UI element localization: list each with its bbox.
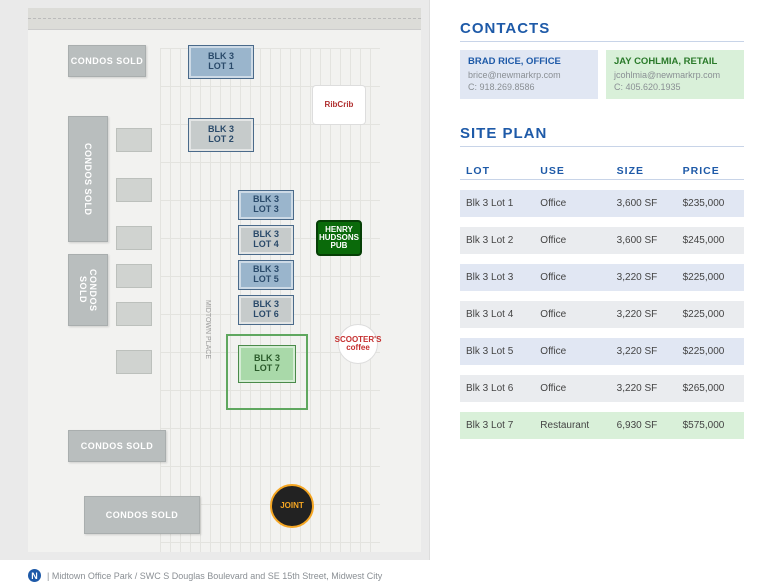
cell-size: 6,930 SF <box>611 412 677 439</box>
cell-size: 3,220 SF <box>611 375 677 402</box>
contacts-header: CONTACTS <box>460 20 744 37</box>
lot-table: LOT USE SIZE PRICE Blk 3 Lot 1Office3,60… <box>460 155 744 449</box>
cell-lot: Blk 3 Lot 4 <box>460 301 534 328</box>
cell-size: 3,220 SF <box>611 264 677 291</box>
th-price: PRICE <box>677 165 744 180</box>
cell-use: Office <box>534 375 610 402</box>
cell-price: $235,000 <box>677 190 744 217</box>
table-row: Blk 3 Lot 7Restaurant6,930 SF$575,000 <box>460 412 744 439</box>
cell-size: 3,600 SF <box>611 190 677 217</box>
cell-lot: Blk 3 Lot 1 <box>460 190 534 217</box>
tenant-scooters: SCOOTER'S coffee <box>338 324 378 364</box>
th-size: SIZE <box>611 165 677 180</box>
cell-price: $225,000 <box>677 264 744 291</box>
cell-size: 3,600 SF <box>611 227 677 254</box>
contact-phone: C: 918.269.8586 <box>468 81 590 93</box>
existing-building <box>116 178 152 202</box>
cell-use: Office <box>534 227 610 254</box>
contact-email: jcohlmia@newmarkrp.com <box>614 69 736 81</box>
table-row: Blk 3 Lot 2Office3,600 SF$245,000 <box>460 227 744 254</box>
tenant-joint: JOINT <box>270 484 314 528</box>
map-lot-lot6: BLK 3LOT 6 <box>238 295 294 325</box>
existing-building <box>116 350 152 374</box>
cell-lot: Blk 3 Lot 6 <box>460 375 534 402</box>
table-row: Blk 3 Lot 5Office3,220 SF$225,000 <box>460 338 744 365</box>
cell-use: Office <box>534 301 610 328</box>
tenant-hudsons: HENRY HUDSONS PUB <box>316 220 362 256</box>
cell-price: $575,000 <box>677 412 744 439</box>
map-lot-lot4: BLK 3LOT 4 <box>238 225 294 255</box>
table-row: Blk 3 Lot 6Office3,220 SF$265,000 <box>460 375 744 402</box>
table-row: Blk 3 Lot 1Office3,600 SF$235,000 <box>460 190 744 217</box>
condo-sold: CONDOS SOLD <box>68 430 166 462</box>
cell-use: Office <box>534 338 610 365</box>
cell-lot: Blk 3 Lot 5 <box>460 338 534 365</box>
road-label-midtown: MIDTOWN PLACE <box>204 300 211 359</box>
existing-building <box>116 226 152 250</box>
siteplan-header: SITE PLAN <box>460 125 744 142</box>
cell-use: Office <box>534 264 610 291</box>
cell-price: $265,000 <box>677 375 744 402</box>
cell-price: $225,000 <box>677 301 744 328</box>
cell-lot: Blk 3 Lot 2 <box>460 227 534 254</box>
th-use: USE <box>534 165 610 180</box>
condo-sold: CONDOS SOLD <box>68 254 108 326</box>
contact-name: BRAD RICE, OFFICE <box>468 56 590 69</box>
contact-email: brice@newmarkrp.com <box>468 69 590 81</box>
existing-building <box>116 302 152 326</box>
map-lot-lot5: BLK 3LOT 5 <box>238 260 294 290</box>
table-row: Blk 3 Lot 3Office3,220 SF$225,000 <box>460 264 744 291</box>
footer: N | Midtown Office Park / SWC S Douglas … <box>28 569 382 582</box>
th-lot: LOT <box>460 165 534 180</box>
cell-lot: Blk 3 Lot 3 <box>460 264 534 291</box>
existing-building <box>116 128 152 152</box>
cell-size: 3,220 SF <box>611 338 677 365</box>
contact-card: BRAD RICE, OFFICEbrice@newmarkrp.comC: 9… <box>460 50 598 99</box>
condo-sold: CONDOS SOLD <box>84 496 200 534</box>
cell-size: 3,220 SF <box>611 301 677 328</box>
table-row: Blk 3 Lot 4Office3,220 SF$225,000 <box>460 301 744 328</box>
contact-phone: C: 405.620.1935 <box>614 81 736 93</box>
map-lot-lot3: BLK 3LOT 3 <box>238 190 294 220</box>
map-lot-lot7: BLK 3LOT 7 <box>238 345 296 383</box>
map-lot-lot1: BLK 3LOT 1 <box>188 45 254 79</box>
existing-building <box>116 264 152 288</box>
condo-sold: CONDOS SOLD <box>68 116 108 242</box>
cell-price: $245,000 <box>677 227 744 254</box>
cell-use: Restaurant <box>534 412 610 439</box>
cell-lot: Blk 3 Lot 7 <box>460 412 534 439</box>
tenant-ribcrib: RibCrib <box>312 85 366 125</box>
contact-card: JAY COHLMIA, RETAILjcohlmia@newmarkrp.co… <box>606 50 744 99</box>
cell-price: $225,000 <box>677 338 744 365</box>
compass-icon: N <box>28 569 41 582</box>
footer-text: | Midtown Office Park / SWC S Douglas Bo… <box>47 571 382 581</box>
map-lot-lot2: BLK 3LOT 2 <box>188 118 254 152</box>
contact-name: JAY COHLMIA, RETAIL <box>614 56 736 69</box>
cell-use: Office <box>534 190 610 217</box>
site-plan-map: CONDOS SOLD CONDOS SOLD CONDOS SOLD CONDOS … <box>0 0 430 560</box>
condo-sold: CONDOS SOLD <box>68 45 146 77</box>
